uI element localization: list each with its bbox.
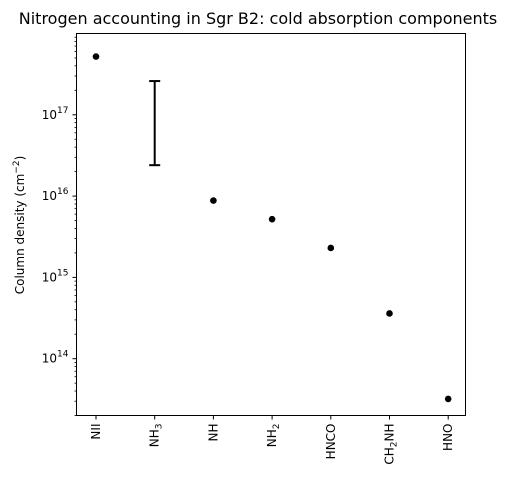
x-tick-label-4: HNCO <box>324 424 338 460</box>
data-point-5 <box>444 395 452 403</box>
x-tick-label-sub-5: 2 <box>390 442 400 448</box>
y-tick-label-base-1: 10 <box>42 270 57 284</box>
data-point-3 <box>327 244 335 252</box>
plot-frame <box>76 33 466 416</box>
data-point-2 <box>268 215 276 223</box>
y-tick-label-exp-1: 15 <box>57 268 68 278</box>
x-tick-label-rest-5: NH <box>383 424 397 442</box>
x-tick-label-sub-1: 3 <box>155 424 165 430</box>
data-point-1 <box>210 197 217 204</box>
y-tick-label-exp-0: 14 <box>57 350 69 360</box>
y-tick-label-exp-3: 17 <box>57 106 68 116</box>
y-tick-label-2: 1016 <box>42 187 69 203</box>
x-tick-label-3: NH2 <box>265 424 282 448</box>
x-tick-label-sub-3: 2 <box>272 424 282 430</box>
y-tick-label-exp-2: 16 <box>57 187 69 197</box>
data-point-4 <box>386 310 393 317</box>
y-tick-label-base-3: 10 <box>42 108 57 122</box>
x-tick-label-main-1: NH <box>148 429 162 447</box>
x-axis: NII NH3 NH NH2 HNCO CH2NH HNO <box>89 415 455 465</box>
data-point-0 <box>92 53 100 60</box>
x-tick-label-main-2: NH <box>206 424 220 442</box>
y-tick-label-base-2: 10 <box>42 189 57 203</box>
data-marks <box>92 53 452 403</box>
x-tick-label-main-6: HNO <box>441 424 455 451</box>
x-tick-label-1: NH3 <box>148 424 165 448</box>
y-axis-label-text: Column density (cm <box>13 174 27 295</box>
y-tick-label-0: 1014 <box>42 350 69 366</box>
x-tick-label-main-5: CH <box>383 447 397 464</box>
x-tick-label-2: NH <box>206 424 220 442</box>
y-axis-label: Column density (cm−2) <box>12 156 27 295</box>
x-tick-label-main-0: NII <box>89 424 103 440</box>
y-tick-label-1: 1015 <box>42 268 69 284</box>
x-tick-label-6: HNO <box>441 424 455 451</box>
x-tick-label-0: NII <box>89 424 103 440</box>
y-axis-label-close: ) <box>13 156 27 161</box>
y-tick-label-base-0: 10 <box>42 352 57 366</box>
y-axis-label-exponent: −2 <box>12 160 22 173</box>
x-tick-label-main-4: HNCO <box>324 424 338 460</box>
x-tick-label-5: CH2NH <box>383 424 400 465</box>
y-tick-label-3: 1017 <box>42 106 69 122</box>
x-tick-label-main-3: NH <box>265 429 279 447</box>
chart-title: Nitrogen accounting in Sgr B2: cold abso… <box>19 9 497 28</box>
